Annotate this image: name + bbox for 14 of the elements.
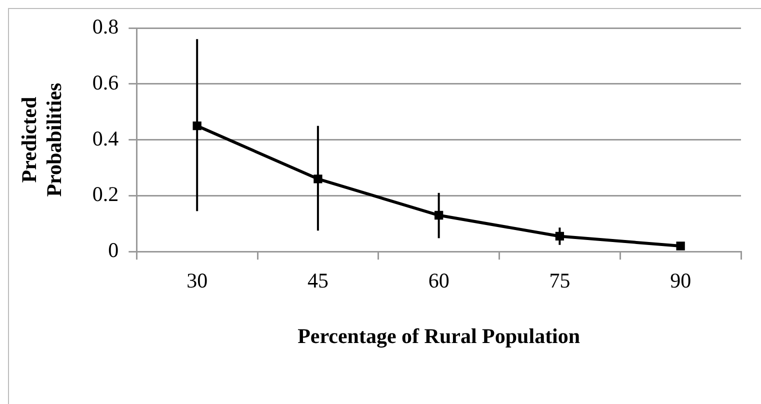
x-tick-label: 60 (428, 268, 450, 293)
y-tick-label: 0.8 (92, 14, 119, 39)
point (676, 242, 685, 250)
y-tick-label: 0.4 (92, 126, 120, 150)
point (314, 174, 322, 184)
y-tick-label: 0 (108, 238, 119, 262)
x-tick-label: 30 (186, 268, 208, 293)
y-tick-label: 0.2 (92, 182, 119, 206)
x-tick-label: 90 (670, 268, 692, 293)
y-tick-label: 0.6 (92, 70, 119, 94)
x-axis-title: Percentage of Rural Population (298, 324, 580, 348)
x-tick-label: 45 (307, 268, 328, 293)
x-tick-label: 75 (549, 268, 570, 293)
y-axis-title: Predicted Probabilities (17, 82, 66, 197)
